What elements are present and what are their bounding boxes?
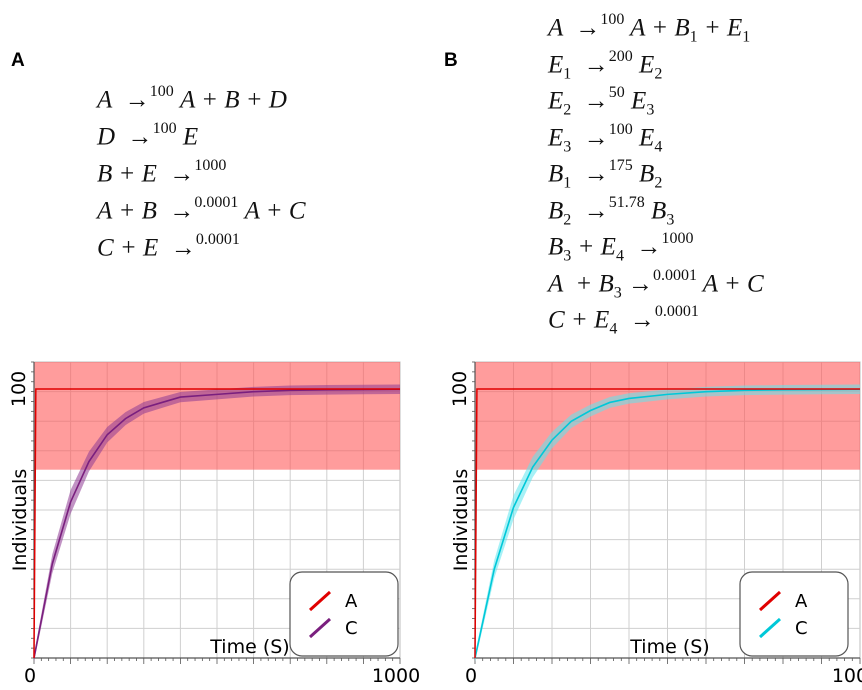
x-tick-label: 1000 bbox=[832, 665, 862, 687]
x-tick-label: 0 bbox=[465, 665, 477, 687]
x-axis-label: Time (S) bbox=[209, 636, 289, 658]
reaction-b-2: E1 →200 E2 bbox=[548, 47, 663, 82]
target-band bbox=[475, 362, 860, 470]
y-axis-label: Individuals bbox=[450, 469, 472, 571]
series-a-line bbox=[474, 388, 860, 659]
legend-swatch-c bbox=[758, 617, 782, 639]
reaction-a-4: A + B →0.0001 A + C bbox=[97, 194, 306, 225]
panel-label-a: A bbox=[11, 50, 25, 71]
reaction-b-3: E2 →50 E3 bbox=[548, 84, 655, 119]
reaction-b-4: E3 →100 E4 bbox=[548, 120, 663, 155]
y-tick-label: 100 bbox=[449, 371, 471, 407]
reaction-b-7: B3 + E4 →1000 bbox=[548, 230, 694, 265]
legend-label-c: C bbox=[795, 618, 808, 639]
x-axis-label: Time (S) bbox=[629, 636, 709, 658]
reaction-a-5: C + E →0.0001 bbox=[97, 231, 240, 262]
chart-b: 0 1000 100 Time (S) Individuals AC bbox=[449, 361, 862, 687]
panel-label-b: B bbox=[444, 50, 458, 71]
legend-label-c: C bbox=[345, 618, 358, 639]
series-a-line bbox=[33, 388, 400, 659]
y-tick-label: 100 bbox=[8, 371, 30, 407]
reaction-b-9: C + E4 →0.0001 bbox=[548, 303, 699, 338]
reaction-a-1: A →100 A + B + D bbox=[97, 83, 287, 114]
legend-label-a: A bbox=[795, 591, 808, 612]
legend-swatch-c bbox=[308, 617, 332, 639]
reaction-a-3: B + E →1000 bbox=[97, 157, 227, 188]
reaction-b-1: A →100 A + B1 + E1 bbox=[548, 11, 751, 46]
legend-label-a: A bbox=[345, 591, 358, 612]
reaction-b-5: B1 →175 B2 bbox=[548, 157, 663, 192]
x-tick-label: 0 bbox=[24, 665, 36, 687]
reaction-b-8: A + B3 →0.0001 A + C bbox=[548, 266, 764, 301]
chart-a: 0 1000 100 Time (S) Individuals AC bbox=[8, 361, 420, 687]
x-tick-label: 1000 bbox=[372, 665, 420, 687]
legend-box bbox=[289, 571, 399, 657]
y-axis-label: Individuals bbox=[9, 469, 31, 571]
legend-swatch-a bbox=[758, 590, 782, 612]
reaction-a-2: D →100 E bbox=[97, 120, 199, 151]
reaction-b-6: B2 →51.78 B3 bbox=[548, 193, 675, 228]
legend-box bbox=[739, 571, 849, 657]
legend-swatch-a bbox=[308, 590, 332, 612]
